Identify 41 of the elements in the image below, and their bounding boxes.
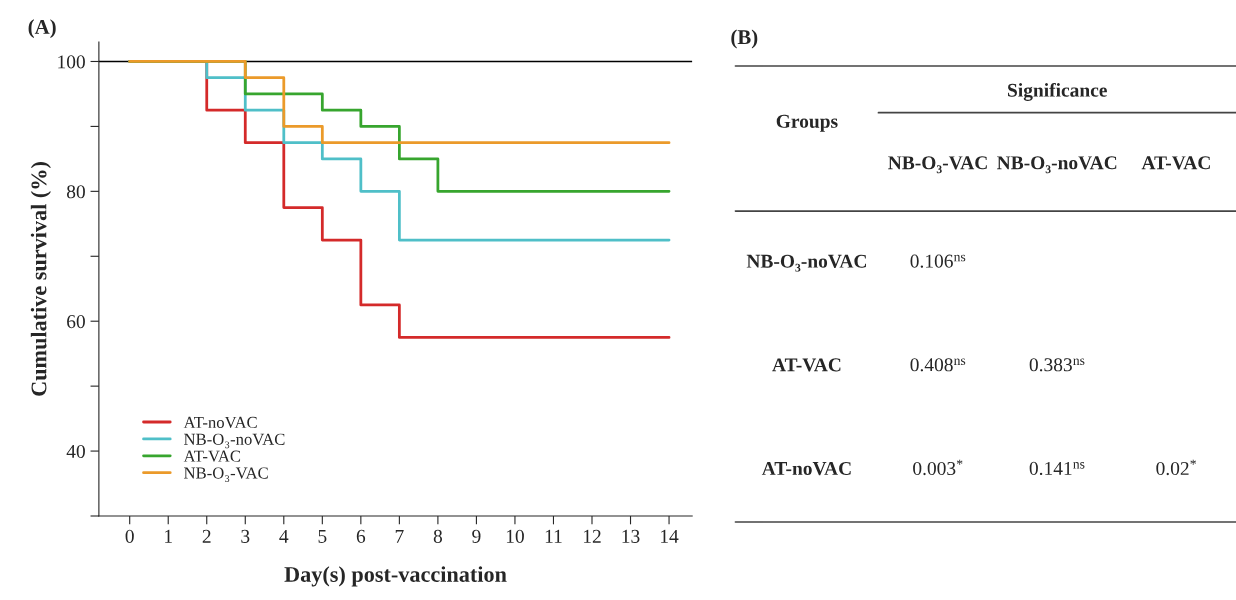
x-tick-label: 7 (395, 529, 404, 543)
y-tick-label: AT-noVAC (761, 461, 851, 476)
data-label: 0.003$^{*}$ (913, 459, 963, 476)
y-axis-title: Cumulative survival (%) (30, 162, 51, 396)
x-tick-label: 1 (165, 529, 172, 543)
data-label: 0.408$^{ns}$ (910, 358, 966, 372)
y-tick-label: 100 (58, 55, 85, 69)
x-tick-label: 9 (472, 529, 481, 543)
data-label: 0.383$^{ns}$ (1029, 358, 1085, 372)
x-axis-title: Significance (1008, 82, 1107, 101)
x-axis-title: Day(s) post-vaccination (284, 566, 507, 587)
y-tick-label: NB-O₃-noVAC (746, 254, 866, 272)
y-tick-label: 40 (66, 444, 85, 459)
data-label: 0.106$^{ns}$ (910, 254, 966, 268)
data-label: 0.02$^{*}$ (1156, 459, 1196, 476)
x-tick-label: AT-VAC (1141, 156, 1210, 170)
legend-label: AT-VAC (183, 450, 241, 462)
x-tick-label: 8 (433, 529, 443, 543)
x-tick-label: 2 (202, 529, 211, 543)
y-axis-title: Groups (776, 114, 838, 132)
chart-title: (A) (28, 19, 56, 39)
legend-label: AT-noVAC (183, 416, 257, 429)
x-tick-label: 3 (241, 529, 250, 543)
legend-label: NB-O₃-noVAC (184, 433, 285, 449)
data-label: 0.141$^{ns}$ (1029, 461, 1085, 476)
y-tick-label: 80 (66, 185, 85, 199)
legend-label: NB-O₃-VAC (184, 467, 268, 482)
x-tick-label: 6 (356, 529, 366, 543)
x-tick-label: 4 (279, 529, 289, 543)
x-tick-label: NB-O₃-VAC (888, 156, 987, 174)
x-tick-label: NB-O₃-noVAC (997, 156, 1117, 174)
x-tick-label: 14 (661, 529, 679, 543)
x-tick-label: 10 (506, 529, 524, 543)
x-tick-label: 5 (318, 529, 327, 543)
x-tick-label: 11 (545, 529, 562, 543)
chart-title: (B) (731, 29, 758, 49)
x-tick-label: 12 (583, 529, 601, 543)
y-tick-label: 60 (67, 315, 85, 329)
x-tick-label: 0 (125, 529, 134, 543)
x-tick-label: 13 (622, 529, 640, 543)
y-tick-label: AT-VAC (772, 358, 841, 372)
